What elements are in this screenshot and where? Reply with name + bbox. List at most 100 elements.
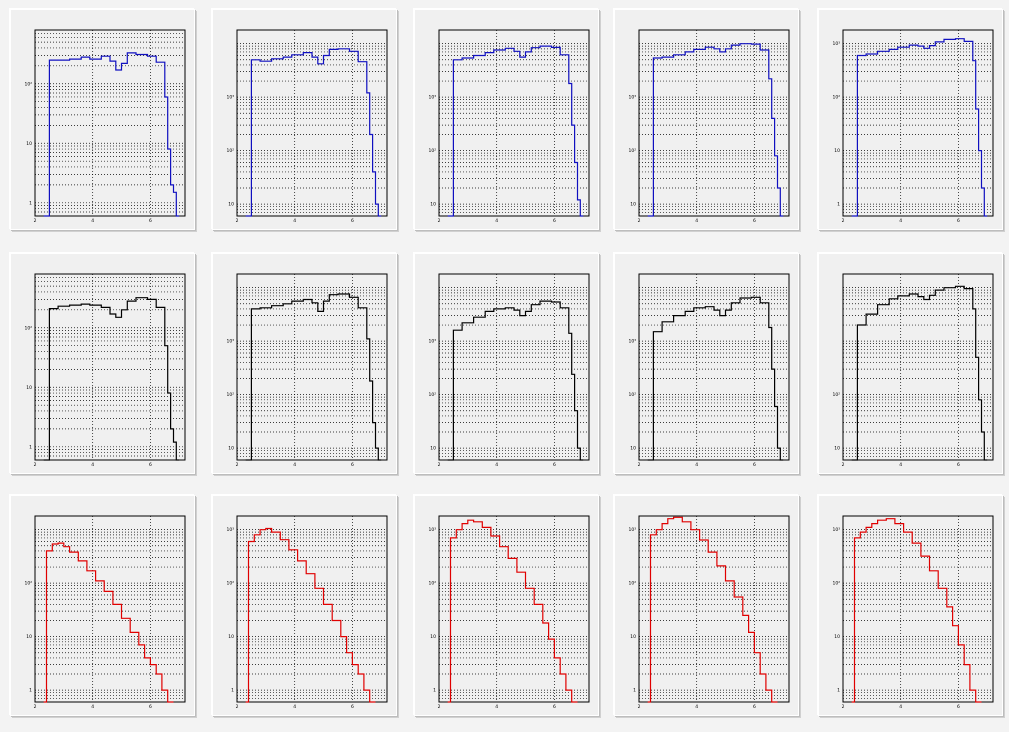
x-tick-label: 4 xyxy=(695,704,698,710)
x-tick-label: 2 xyxy=(638,462,641,468)
histogram-series xyxy=(43,297,180,461)
x-tick-label: 6 xyxy=(149,704,152,710)
hist-pad[interactable]: 2 4 6 10 10² 10³ xyxy=(212,253,397,474)
x-tick-label: 4 xyxy=(293,462,296,468)
hist-plot: 2 4 6 1 10 10² xyxy=(24,29,186,224)
hist-pad[interactable]: 2 4 6 10 10² 10³ xyxy=(414,253,599,474)
x-tick-label: 2 xyxy=(236,462,239,468)
y-tick-label: 10² xyxy=(226,392,234,398)
plot-frame xyxy=(438,515,590,703)
hist-pad[interactable]: 2 4 6 1 10 10² 10³ xyxy=(614,495,799,716)
x-tick-label: 2 xyxy=(438,704,441,710)
x-tick-label: 4 xyxy=(899,704,902,710)
hist-pad[interactable]: 2 4 6 1 10 10² xyxy=(10,9,195,230)
plot-frame xyxy=(638,515,790,703)
hist-plot: 2 4 6 10 10² 10³ xyxy=(428,29,590,224)
y-tick-label: 10 xyxy=(430,634,436,640)
hist-pad[interactable]: 2 4 6 1 10 10² xyxy=(10,253,195,474)
hist-pad[interactable]: 2 4 6 10 10² xyxy=(818,253,1003,474)
histogram-series xyxy=(851,285,988,461)
histogram-series xyxy=(43,542,174,703)
plot-frame xyxy=(34,29,186,217)
plot-frame xyxy=(638,29,790,217)
x-tick-label: 2 xyxy=(842,462,845,468)
histogram-series xyxy=(647,43,784,217)
histogram-series xyxy=(447,45,584,217)
histogram-series xyxy=(245,527,376,703)
hist-plot: 2 4 6 1 10 10² 10³ xyxy=(428,515,590,710)
y-tick-label: 1 xyxy=(837,688,840,694)
hist-pad[interactable]: 2 4 6 1 10 10² 10³ xyxy=(414,495,599,716)
hist-pad[interactable]: 2 4 6 1 10 10² 10³ xyxy=(212,495,397,716)
y-tick-label: 10 xyxy=(228,446,234,452)
y-tick-label: 1 xyxy=(231,688,234,694)
y-tick-label: 10³ xyxy=(628,95,636,101)
y-tick-label: 1 xyxy=(29,444,32,450)
x-tick-label: 2 xyxy=(34,462,37,468)
hist-pad[interactable]: 2 4 6 1 10 10² 10³ xyxy=(818,9,1003,230)
y-tick-label: 10 xyxy=(26,385,32,391)
plot-frame xyxy=(34,515,186,703)
x-tick-label: 2 xyxy=(438,218,441,224)
y-tick-label: 10² xyxy=(832,95,840,101)
histogram-series xyxy=(245,48,382,217)
histogram-series xyxy=(245,293,382,461)
hist-plot: 2 4 6 10 10² 10³ xyxy=(628,273,790,468)
y-tick-label: 10 xyxy=(834,446,840,452)
y-tick-label: 10² xyxy=(628,581,636,587)
x-tick-label: 6 xyxy=(753,462,756,468)
hist-plot: 2 4 6 1 10 10² 10³ xyxy=(628,515,790,710)
x-tick-label: 4 xyxy=(91,704,94,710)
plot-frame xyxy=(34,273,186,461)
hist-plot: 2 4 6 10 10² 10³ xyxy=(226,29,388,224)
y-tick-label: 10³ xyxy=(428,527,436,533)
hist-plot: 2 4 6 1 10 10² xyxy=(24,273,186,468)
plot-frame xyxy=(438,29,590,217)
hist-pad[interactable]: 2 4 6 10 10² 10³ xyxy=(614,253,799,474)
x-tick-label: 6 xyxy=(957,704,960,710)
x-tick-label: 6 xyxy=(553,462,556,468)
hist-pad[interactable]: 2 4 6 10 10² 10³ xyxy=(414,9,599,230)
x-tick-label: 6 xyxy=(753,704,756,710)
histogram-series xyxy=(851,38,988,217)
y-tick-label: 10³ xyxy=(628,527,636,533)
x-tick-label: 4 xyxy=(293,218,296,224)
x-tick-label: 6 xyxy=(351,218,354,224)
x-tick-label: 6 xyxy=(957,462,960,468)
x-tick-label: 2 xyxy=(842,218,845,224)
x-tick-label: 4 xyxy=(695,218,698,224)
y-tick-label: 10³ xyxy=(226,95,234,101)
hist-plot: 2 4 6 1 10 10² 10³ xyxy=(226,515,388,710)
x-tick-label: 4 xyxy=(91,218,94,224)
histogram-series xyxy=(851,518,982,703)
hist-pad[interactable]: 2 4 6 1 10 10² xyxy=(10,495,195,716)
y-tick-label: 10 xyxy=(834,634,840,640)
plot-frame xyxy=(236,515,388,703)
hist-plot: 2 4 6 10 10² 10³ xyxy=(428,273,590,468)
histogram-series xyxy=(647,296,784,461)
x-tick-label: 2 xyxy=(438,462,441,468)
x-tick-label: 2 xyxy=(842,704,845,710)
y-tick-label: 1 xyxy=(433,688,436,694)
y-tick-label: 10³ xyxy=(628,339,636,345)
y-tick-label: 10² xyxy=(226,581,234,587)
y-tick-label: 10² xyxy=(428,581,436,587)
y-tick-label: 10² xyxy=(24,325,32,331)
y-tick-label: 10² xyxy=(428,148,436,154)
y-tick-label: 1 xyxy=(633,688,636,694)
x-tick-label: 2 xyxy=(638,218,641,224)
y-tick-label: 10³ xyxy=(428,95,436,101)
y-tick-label: 10² xyxy=(24,581,32,587)
y-tick-label: 10² xyxy=(628,392,636,398)
hist-pad[interactable]: 2 4 6 10 10² 10³ xyxy=(212,9,397,230)
hist-plot: 2 4 6 1 10 10² 10³ xyxy=(832,29,994,224)
x-tick-label: 2 xyxy=(236,218,239,224)
y-tick-label: 10² xyxy=(428,392,436,398)
hist-pad[interactable]: 2 4 6 1 10 10² 10³ xyxy=(818,495,1003,716)
plot-frame xyxy=(842,515,994,703)
x-tick-label: 6 xyxy=(553,704,556,710)
hist-pad[interactable]: 2 4 6 10 10² 10³ xyxy=(614,9,799,230)
x-tick-label: 6 xyxy=(351,704,354,710)
y-tick-label: 10³ xyxy=(832,41,840,47)
y-tick-label: 1 xyxy=(837,202,840,208)
